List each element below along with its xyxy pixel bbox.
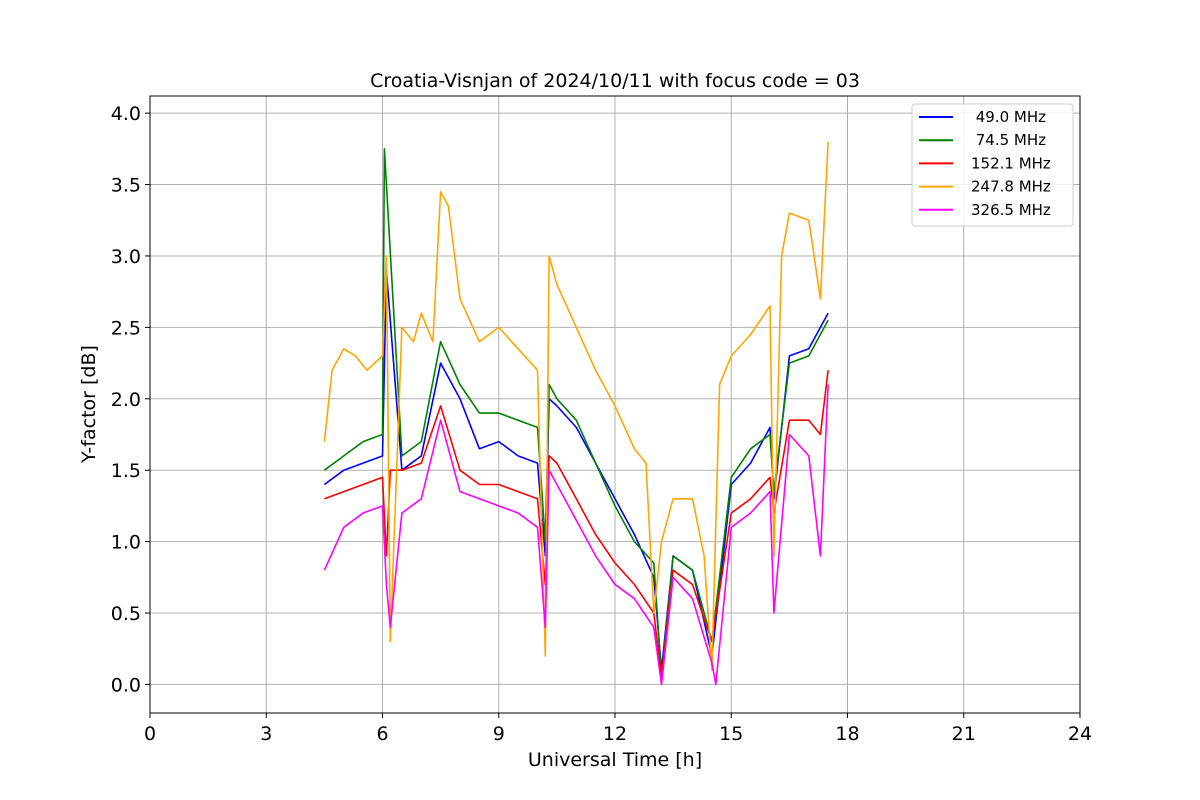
y-tick-label: 1.0 — [111, 532, 141, 554]
x-tick-label: 15 — [719, 723, 743, 745]
x-tick-label: 24 — [1068, 723, 1092, 745]
x-tick-label: 18 — [835, 723, 859, 745]
x-tick-label: 0 — [144, 723, 156, 745]
legend-label: 49.0 MHz — [971, 108, 1046, 126]
x-tick-label: 21 — [952, 723, 976, 745]
y-tick-label: 4.0 — [111, 103, 141, 125]
series-line-0 — [323, 269, 829, 672]
x-tick-label: 6 — [376, 723, 388, 745]
y-tick-label: 1.5 — [111, 460, 141, 482]
series-line-4 — [323, 384, 829, 686]
y-tick-label: 3.5 — [111, 175, 141, 197]
x-tick-label: 12 — [603, 723, 627, 745]
legend-label: 247.8 MHz — [971, 178, 1051, 196]
series-line-3 — [323, 141, 829, 672]
legend-label: 326.5 MHz — [971, 201, 1051, 219]
legend-label: 74.5 MHz — [971, 131, 1046, 149]
legend: 49.0 MHz 74.5 MHz 152.1 MHz 247.8 MHz 326.5… — [911, 103, 1074, 227]
x-tick-label: 9 — [493, 723, 505, 745]
y-axis: 0.0 0.5 1.0 1.5 2.0 2.5 3.0 3.5 4.0 — [111, 103, 150, 696]
legend-box — [911, 103, 1074, 227]
y-tick-label: 2.0 — [111, 389, 141, 411]
y-tick-label: 0.5 — [111, 603, 141, 625]
x-axis-label: Universal Time [h] — [528, 749, 702, 771]
x-axis: 0 3 6 9 12 15 18 21 24 — [144, 713, 1092, 745]
y-tick-label: 2.5 — [111, 317, 141, 339]
x-tick-label: 3 — [260, 723, 272, 745]
series-layer — [323, 141, 829, 686]
series-line-1 — [323, 148, 829, 679]
chart-title: Croatia-Visnjan of 2024/10/11 with focus… — [370, 70, 860, 92]
y-tick-label: 0.0 — [111, 674, 141, 696]
y-tick-label: 3.0 — [111, 246, 141, 268]
y-axis-label: Y-factor [dB] — [78, 345, 100, 464]
legend-label: 152.1 MHz — [971, 154, 1051, 172]
